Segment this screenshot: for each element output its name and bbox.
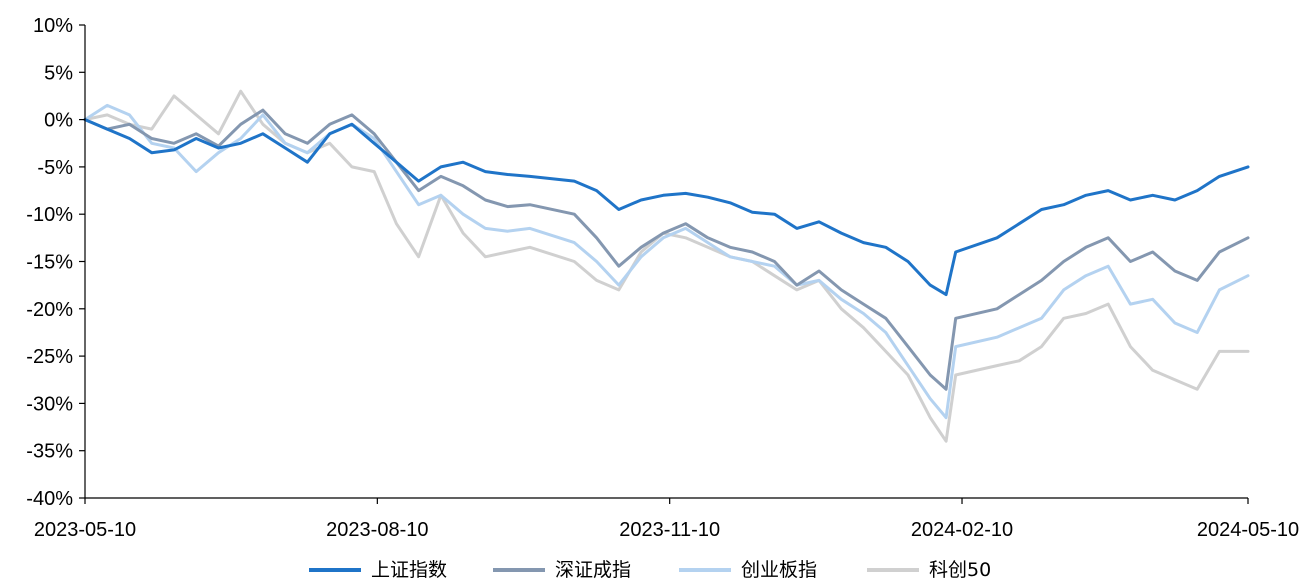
y-tick-label: -10% [26, 204, 73, 226]
x-axis-ticks: 2023-05-10 2023-08-10 2023-11-10 2024-02-10… [34, 498, 1299, 541]
y-tick-label: 5% [44, 62, 73, 84]
axes: 10% 5% 0% -5% -10% -15% -20% -25% -30% -35% -40% 2… [26, 15, 1299, 541]
y-tick-label: 10% [33, 15, 73, 37]
y-tick-label: -15% [26, 252, 73, 274]
y-tick-label: -40% [26, 488, 73, 510]
legend-label-1: 深证成指 [555, 559, 631, 581]
series-line-1 [83, 108, 1250, 391]
y-tick-label: -20% [26, 299, 73, 321]
y-tick-label: -35% [26, 441, 73, 463]
x-tick-label: 2024-02-10 [911, 519, 1013, 541]
y-tick-label: 0% [44, 110, 73, 132]
legend-label-0: 上证指数 [371, 559, 447, 581]
series-line-3 [83, 89, 1250, 443]
x-tick-label: 2023-11-10 [619, 519, 720, 541]
y-tick-label: -25% [26, 346, 73, 368]
y-axis-ticks: 10% 5% 0% -5% -10% -15% -20% -25% -30% -35% -40% [26, 15, 85, 510]
x-tick-label: 2023-05-10 [34, 519, 136, 541]
series-line-2 [83, 103, 1250, 420]
x-tick-label: 2024-05-10 [1197, 519, 1299, 541]
plot-lines [83, 89, 1250, 443]
legend-label-2: 创业板指 [741, 559, 817, 581]
legend: 上证指数 深证成指 创业板指 科创50 [309, 559, 991, 581]
legend-label-3: 科创50 [929, 559, 991, 581]
x-tick-label: 2023-08-10 [326, 519, 428, 541]
y-tick-label: -5% [37, 157, 73, 179]
y-tick-label: -30% [26, 393, 73, 415]
series-line-0 [83, 118, 1250, 297]
